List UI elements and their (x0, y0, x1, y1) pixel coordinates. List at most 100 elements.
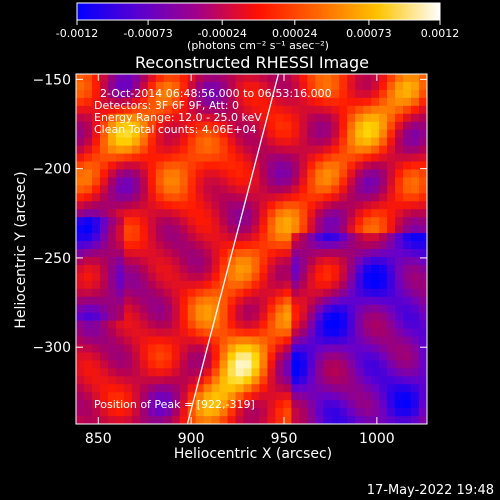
heatmap-cell (291, 201, 300, 210)
heatmap-cell (131, 264, 141, 274)
heatmap-cell (203, 328, 213, 338)
heatmap-cell (195, 97, 205, 107)
heatmap-cell (315, 217, 324, 226)
heatmap-cell (235, 312, 245, 322)
heatmap-cell (347, 105, 356, 115)
heatmap-cell (355, 384, 364, 393)
heatmap-cell (267, 280, 277, 290)
heatmap-cell (363, 336, 372, 346)
heatmap-cell (403, 376, 412, 385)
heatmap-cell (76, 137, 85, 147)
heatmap-cell (259, 249, 269, 258)
heatmap-cell (363, 177, 372, 186)
heatmap-cell (267, 74, 277, 83)
heatmap-cell (371, 225, 380, 234)
heatmap-cell (323, 328, 332, 338)
heatmap-cell (315, 113, 324, 123)
heatmap-cell (243, 264, 253, 274)
heatmap-cell (339, 185, 348, 194)
heatmap-cell (283, 201, 292, 210)
heatmap-cell (307, 336, 316, 346)
heatmap-cell (115, 320, 125, 330)
heatmap-cell (323, 336, 332, 346)
heatmap-cell (76, 304, 85, 314)
heatmap-cell (179, 384, 189, 393)
heatmap-cell (76, 217, 85, 226)
heatmap-cell (291, 256, 300, 266)
heatmap-cell (291, 296, 300, 306)
heatmap-cell (83, 344, 93, 353)
heatmap-cell (403, 416, 412, 424)
heatmap-cell (123, 193, 133, 202)
heatmap-cell (419, 304, 427, 314)
heatmap-cell (379, 105, 388, 115)
heatmap-cell (347, 201, 356, 210)
heatmap-cell (339, 113, 348, 123)
heatmap-cell (411, 89, 420, 99)
heatmap-cell (395, 161, 404, 171)
heatmap-cell (379, 256, 388, 266)
heatmap-cell (195, 241, 205, 250)
heatmap-cell (307, 97, 316, 107)
heatmap-cell (211, 89, 221, 99)
heatmap-cell (235, 400, 245, 409)
heatmap-cell (251, 121, 261, 131)
heatmap-cell (347, 153, 356, 163)
heatmap-cell (283, 328, 292, 338)
heatmap-cell (227, 129, 237, 139)
footer-timestamp: 17-May-2022 19:48 (367, 483, 494, 498)
heatmap-cell (179, 360, 189, 369)
heatmap-cell (315, 296, 324, 306)
heatmap-cell (115, 241, 125, 250)
heatmap-cell (219, 209, 229, 218)
heatmap-cell (307, 74, 316, 83)
heatmap-cell (323, 384, 332, 393)
heatmap-cell (251, 280, 261, 290)
heatmap-cell (403, 89, 412, 99)
heatmap-cell (131, 185, 141, 194)
heatmap-cell (323, 400, 332, 409)
heatmap-cell (395, 360, 404, 369)
heatmap-cell (347, 384, 356, 393)
heatmap-cell (171, 225, 181, 234)
heatmap-cell (307, 89, 316, 99)
heatmap-cell (315, 360, 324, 369)
heatmap-cell (419, 209, 427, 218)
heatmap-cell (411, 256, 420, 266)
heatmap-cell (395, 408, 404, 417)
heatmap-cell (91, 352, 101, 361)
heatmap-cell (283, 272, 292, 282)
heatmap-cell (347, 408, 356, 417)
heatmap-cell (219, 185, 229, 194)
heatmap-cell (187, 121, 197, 131)
heatmap-cell (331, 201, 340, 210)
heatmap-cell (339, 272, 348, 282)
heatmap-cell (195, 201, 205, 210)
heatmap-cell (355, 153, 364, 163)
heatmap-cell (131, 161, 141, 171)
heatmap-cell (76, 105, 85, 115)
heatmap-cell (91, 233, 101, 242)
heatmap-cell (307, 416, 316, 424)
heatmap-cell (355, 328, 364, 338)
heatmap-cell (275, 177, 285, 186)
y-tick-label: −250 (33, 251, 71, 267)
heatmap-cell (139, 74, 149, 83)
heatmap-cell (411, 328, 420, 338)
heatmap-cell (91, 328, 101, 338)
heatmap-cell (131, 81, 141, 91)
heatmap-cell (243, 336, 253, 346)
heatmap-cell (171, 304, 181, 314)
heatmap-cell (259, 328, 269, 338)
heatmap-cell (83, 328, 93, 338)
heatmap-cell (379, 185, 388, 194)
heatmap-cell (235, 272, 245, 282)
heatmap-cell (251, 376, 261, 385)
heatmap-cell (251, 129, 261, 139)
heatmap-cell (251, 328, 261, 338)
heatmap-cell (99, 376, 109, 385)
heatmap-cell (139, 81, 149, 91)
heatmap-cell (227, 185, 237, 194)
heatmap-cell (331, 352, 340, 361)
heatmap-cell (339, 233, 348, 242)
